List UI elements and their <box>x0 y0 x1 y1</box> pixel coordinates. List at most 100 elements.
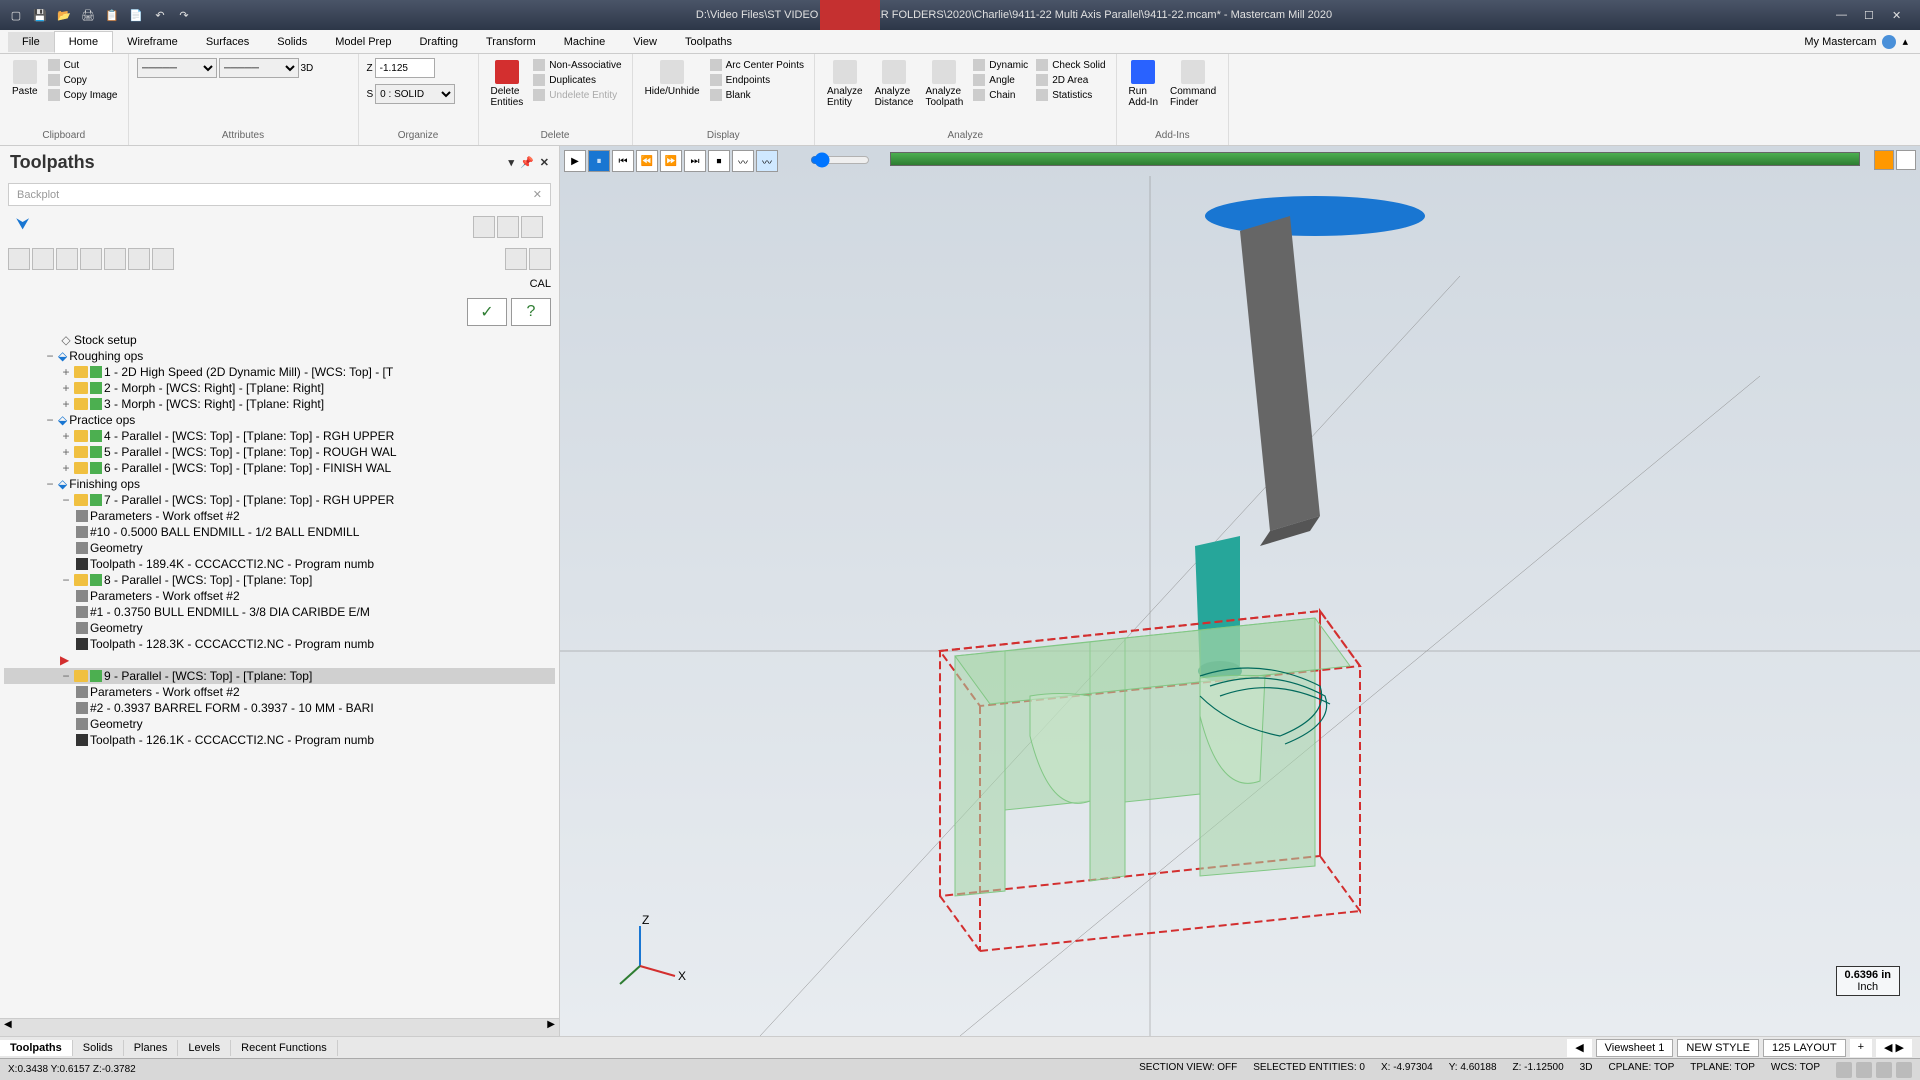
redo-icon[interactable]: ↷ <box>176 7 192 23</box>
status-icon-2[interactable] <box>1856 1062 1872 1078</box>
duplicates-button[interactable]: Duplicates <box>531 73 623 87</box>
print-icon[interactable]: 🖨 <box>80 7 96 23</box>
status-icon-3[interactable] <box>1876 1062 1892 1078</box>
tree-op9[interactable]: −9 - Parallel - [WCS: Top] - [Tplane: To… <box>4 668 555 684</box>
endpoints-button[interactable]: Endpoints <box>708 73 806 87</box>
tree-op6[interactable]: +6 - Parallel - [WCS: Top] - [Tplane: To… <box>4 460 555 476</box>
my-mastercam-link[interactable]: My Mastercam <box>1804 36 1876 48</box>
z-input[interactable] <box>375 58 435 78</box>
undo-icon[interactable]: ↶ <box>152 7 168 23</box>
tab-file[interactable]: File <box>8 32 54 52</box>
status-wcs[interactable]: WCS: TOP <box>1771 1062 1820 1078</box>
viewsheet-1[interactable]: Viewsheet 1 <box>1596 1039 1674 1057</box>
tb7[interactable] <box>152 248 174 270</box>
backplot-close-icon[interactable]: ✕ <box>533 188 542 201</box>
status-cplane[interactable]: CPLANE: TOP <box>1608 1062 1674 1078</box>
btab-levels[interactable]: Levels <box>178 1040 231 1056</box>
rewind-button[interactable]: ⏮ <box>612 150 634 172</box>
cut-button[interactable]: Cut <box>46 58 120 72</box>
info-icon[interactable] <box>1896 150 1916 170</box>
tab-solids[interactable]: Solids <box>263 32 321 52</box>
tab-machine[interactable]: Machine <box>550 32 620 52</box>
undelete-button[interactable]: Undelete Entity <box>531 88 623 102</box>
tree-op8-tool[interactable]: #1 - 0.3750 BULL ENDMILL - 3/8 DIA CARIB… <box>4 604 555 620</box>
btab-recent[interactable]: Recent Functions <box>231 1040 338 1056</box>
tab-model-prep[interactable]: Model Prep <box>321 32 405 52</box>
mode-3d[interactable]: 3D <box>301 63 314 74</box>
viewsheet-new-style[interactable]: NEW STYLE <box>1677 1039 1759 1057</box>
new-icon[interactable]: ▢ <box>8 7 24 23</box>
refresh-icon[interactable] <box>505 248 527 270</box>
timeline[interactable] <box>890 152 1860 166</box>
tab-wireframe[interactable]: Wireframe <box>113 32 192 52</box>
btab-solids[interactable]: Solids <box>73 1040 124 1056</box>
speed-slider[interactable] <box>810 152 870 168</box>
user-icon[interactable] <box>1882 35 1896 49</box>
panel-close-icon[interactable]: ✕ <box>540 156 549 169</box>
step-forward-button[interactable]: ⏩ <box>660 150 682 172</box>
btab-planes[interactable]: Planes <box>124 1040 179 1056</box>
step-back-button[interactable]: ⏪ <box>636 150 658 172</box>
status-tplane[interactable]: TPLANE: TOP <box>1690 1062 1755 1078</box>
tab-transform[interactable]: Transform <box>472 32 550 52</box>
tab-drafting[interactable]: Drafting <box>405 32 472 52</box>
status-icon-1[interactable] <box>1836 1062 1852 1078</box>
s-select[interactable]: 0 : SOLID <box>375 84 455 104</box>
tab-view[interactable]: View <box>619 32 671 52</box>
viewport[interactable]: ▶ ⏸ ⏮ ⏪ ⏩ ⏭ ⏹ 〰 〰 <box>560 146 1920 1036</box>
tree-op7-tool[interactable]: #10 - 0.5000 BALL ENDMILL - 1/2 BALL END… <box>4 524 555 540</box>
tree-op7-geom[interactable]: Geometry <box>4 540 555 556</box>
tree-op9-geom[interactable]: Geometry <box>4 716 555 732</box>
tree-op2[interactable]: +2 - Morph - [WCS: Right] - [Tplane: Rig… <box>4 380 555 396</box>
save-icon[interactable]: 💾 <box>32 7 48 23</box>
tab-toolpaths[interactable]: Toolpaths <box>671 32 746 52</box>
collapse-ribbon-icon[interactable]: ▴ <box>1902 35 1908 48</box>
play-button[interactable]: ▶ <box>564 150 586 172</box>
check-solid-button[interactable]: Check Solid <box>1034 58 1107 72</box>
paste-button[interactable]: Paste <box>8 58 42 99</box>
scroll-left-icon[interactable]: ◀ <box>4 1019 12 1036</box>
tree-op9-params[interactable]: Parameters - Work offset #2 <box>4 684 555 700</box>
trace-active-icon[interactable]: 〰 <box>756 150 778 172</box>
open-icon[interactable]: 📂 <box>56 7 72 23</box>
non-assoc-button[interactable]: Non-Associative <box>531 58 623 72</box>
pause-button[interactable]: ⏸ <box>588 150 610 172</box>
tree-op5[interactable]: +5 - Parallel - [WCS: Top] - [Tplane: To… <box>4 444 555 460</box>
paste-icon[interactable]: 📄 <box>128 7 144 23</box>
analyze-distance-button[interactable]: Analyze Distance <box>871 58 918 110</box>
tree-scrollbar[interactable]: ◀ ▶ <box>0 1018 559 1036</box>
down-arrows-icon[interactable]: ⮟ <box>16 216 34 234</box>
tab-home[interactable]: Home <box>54 31 113 53</box>
run-addin-button[interactable]: Run Add-In <box>1125 58 1162 110</box>
tree-roughing-ops[interactable]: −⬙Roughing ops <box>4 348 555 364</box>
tree-op8-tp[interactable]: Toolpath - 128.3K - CCCACCTI2.NC - Progr… <box>4 636 555 652</box>
copy-button[interactable]: Copy <box>46 73 120 87</box>
statistics-button[interactable]: Statistics <box>1034 88 1107 102</box>
stop-button[interactable]: ⏹ <box>708 150 730 172</box>
delete-entities-button[interactable]: Delete Entities <box>487 58 528 110</box>
area-2d-button[interactable]: 2D Area <box>1034 73 1107 87</box>
tree-op9-tool[interactable]: #2 - 0.3937 BARREL FORM - 0.3937 - 10 MM… <box>4 700 555 716</box>
status-section[interactable]: SECTION VIEW: OFF <box>1139 1062 1237 1078</box>
arrow-icon[interactable] <box>473 216 495 238</box>
trace-icon[interactable]: 〰 <box>732 150 754 172</box>
maximize-button[interactable]: ☐ <box>1864 9 1884 22</box>
help-button[interactable]: ? <box>511 298 551 326</box>
tree-stock-setup[interactable]: ◇Stock setup <box>4 332 555 348</box>
line-weight-select[interactable]: ───── <box>219 58 299 78</box>
copy-icon[interactable]: 📋 <box>104 7 120 23</box>
viewsheet-layout[interactable]: 125 LAYOUT <box>1763 1039 1846 1057</box>
tree-op9-tp[interactable]: Toolpath - 126.1K - CCCACCTI2.NC - Progr… <box>4 732 555 748</box>
gear-icon[interactable] <box>529 248 551 270</box>
blank-button[interactable]: Blank <box>708 88 806 102</box>
tree-op7-params[interactable]: Parameters - Work offset #2 <box>4 508 555 524</box>
status-icon-4[interactable] <box>1896 1062 1912 1078</box>
panel-dropdown-icon[interactable]: ▾ <box>509 156 515 169</box>
tree-op8-geom[interactable]: Geometry <box>4 620 555 636</box>
minimize-button[interactable]: — <box>1836 9 1856 22</box>
tb2[interactable] <box>32 248 54 270</box>
tb3[interactable] <box>56 248 78 270</box>
tb1[interactable] <box>8 248 30 270</box>
status-mode[interactable]: 3D <box>1580 1062 1593 1078</box>
tree-op3[interactable]: +3 - Morph - [WCS: Right] - [Tplane: Rig… <box>4 396 555 412</box>
